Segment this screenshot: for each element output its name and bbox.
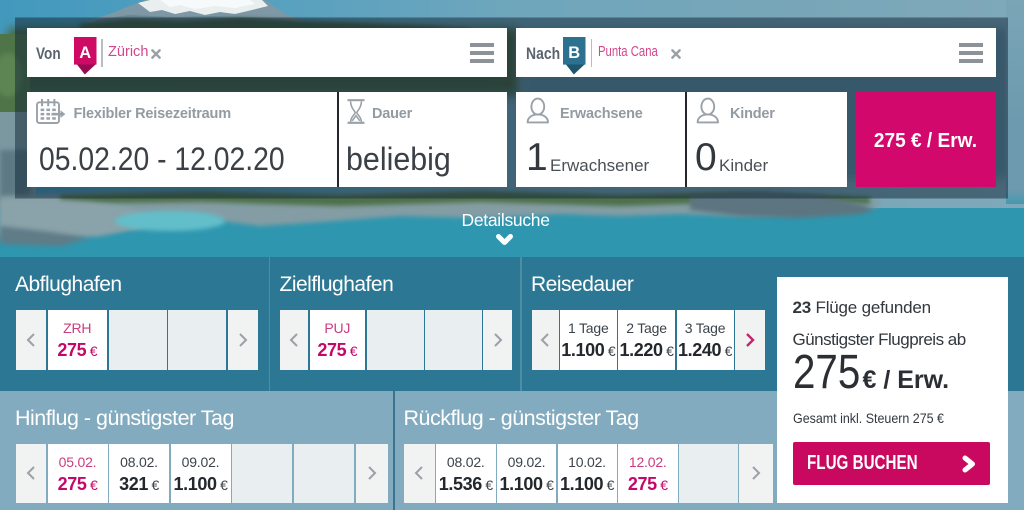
svg-text:B: B: [568, 44, 580, 62]
svg-text:A: A: [79, 44, 91, 62]
